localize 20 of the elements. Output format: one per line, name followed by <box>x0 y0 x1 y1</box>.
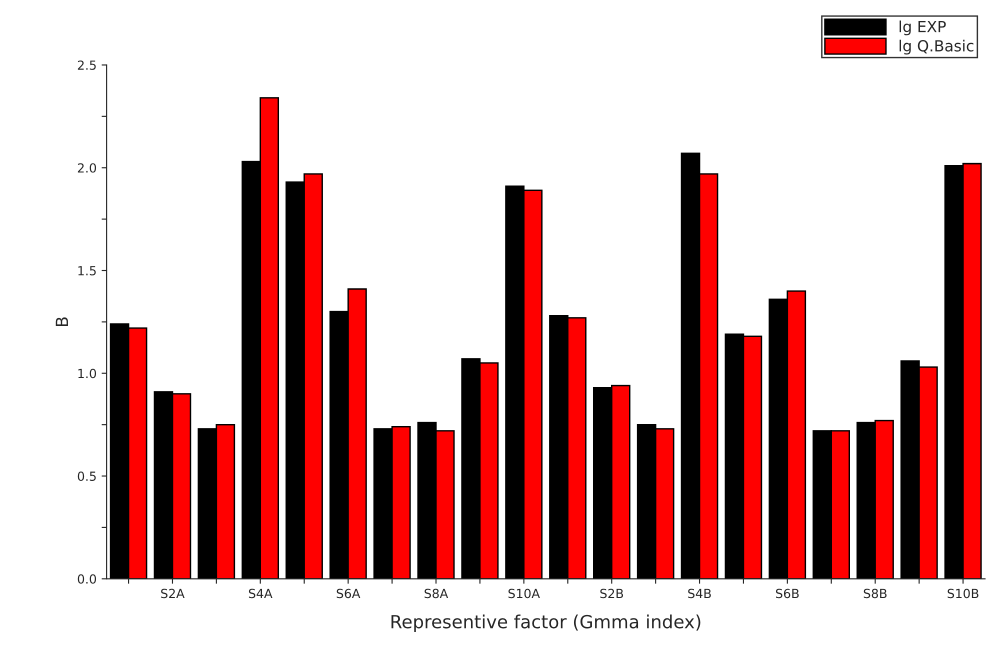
x-tick-label: S6B <box>776 588 799 598</box>
x-tick-label: S2B <box>600 588 624 598</box>
y-axis-title: B <box>56 317 68 326</box>
legend-label: lg EXP <box>900 20 946 36</box>
y-tick-label: 0.5 <box>78 472 96 481</box>
y-tick-label: 0.0 <box>78 574 96 584</box>
y-tick-label: 2.5 <box>78 60 96 70</box>
x-tick-label: S2A <box>161 588 185 598</box>
x-tick-label: S4B <box>688 588 711 598</box>
x-tick-label: S10B <box>948 588 978 598</box>
y-tick-label: 1.5 <box>78 266 96 276</box>
x-tick-label: S10A <box>508 588 540 598</box>
x-tick-label: S8A <box>424 588 448 598</box>
x-axis-title: Representive factor (Gmma index) <box>392 614 700 632</box>
x-tick-label: S6A <box>336 588 360 598</box>
x-tick-label: S4A <box>248 588 272 598</box>
y-tick-label: 1.0 <box>78 368 96 378</box>
x-tick-label: S8B <box>864 588 887 598</box>
y-tick-label: 2.0 <box>78 163 96 173</box>
legend-label: lg Q.Basic <box>900 40 974 55</box>
